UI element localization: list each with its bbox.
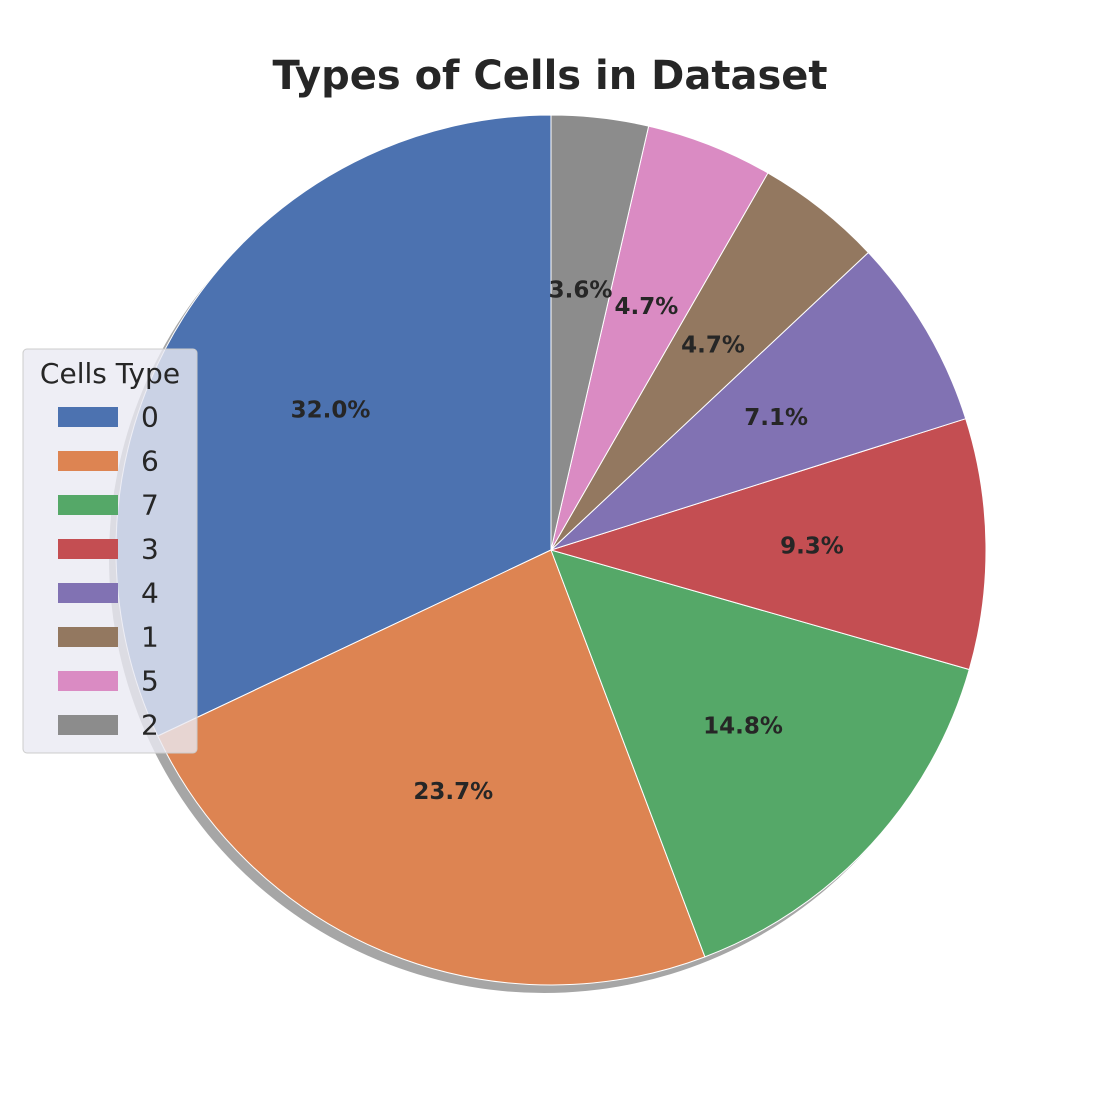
legend-label-2: 2 [141,709,159,742]
slice-label-4: 7.1% [744,405,808,431]
legend-swatch-2 [58,715,118,735]
legend-label-0: 0 [141,401,159,434]
pie-slice-2 [550,114,650,551]
legend-entries: 0 6 7 3 4 1 5 2 [58,401,159,742]
pie-slice-3 [550,418,987,671]
legend-swatch-6 [58,451,118,471]
slice-label-2: 3.6% [549,278,613,304]
slice-label-0: 32.0% [291,397,371,423]
pie-labels: 32.0%23.7%14.8%9.3%7.1%4.7%4.7%3.6% [291,278,844,805]
legend-swatch-7 [58,495,118,515]
legend-swatch-3 [58,539,118,559]
slice-label-7: 14.8% [703,714,783,740]
legend-label-4: 4 [141,577,159,610]
chart-title: Types of Cells in Dataset [272,53,827,99]
legend-title: Cells Type [40,357,180,390]
legend-swatch-5 [58,671,118,691]
slice-label-3: 9.3% [780,533,844,559]
legend-label-3: 3 [141,533,159,566]
slice-label-1: 4.7% [681,332,745,358]
pie-slice-4 [550,251,967,551]
slice-label-6: 23.7% [413,779,493,805]
legend-label-6: 6 [141,445,159,478]
pie-slice-6 [157,549,706,986]
pie-slice-7 [550,549,970,958]
legend-label-1: 1 [141,621,159,654]
legend-label-7: 7 [141,489,159,522]
slice-label-5: 4.7% [615,294,679,320]
legend-label-5: 5 [141,665,159,698]
legend-swatch-0 [58,407,118,427]
legend-swatch-4 [58,583,118,603]
legend: Cells Type 0 6 7 3 4 1 5 2 [22,348,198,754]
legend-swatch-1 [58,627,118,647]
pie-slices [115,114,987,986]
